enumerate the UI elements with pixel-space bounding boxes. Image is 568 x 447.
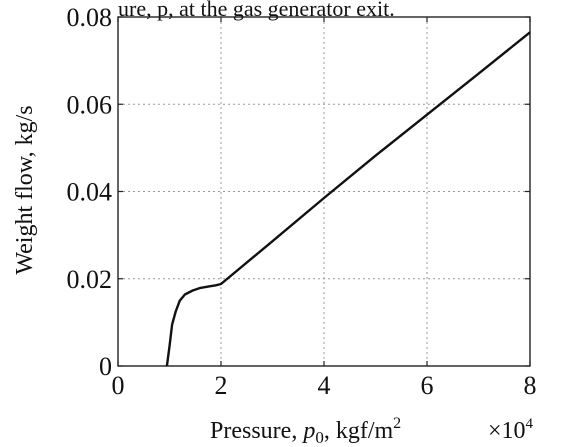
x-tick-label: 2 xyxy=(215,371,228,400)
x-axis-label-suffix: , kgf/m xyxy=(324,418,394,444)
x-axis-label-sub: 0 xyxy=(315,428,324,447)
y-tick-label: 0.02 xyxy=(67,265,113,294)
y-tick-label: 0.08 xyxy=(67,3,113,32)
x-tick-labels: 0 2 4 6 8 xyxy=(112,371,537,400)
axis-ticks xyxy=(117,16,531,367)
x-tick-label: 4 xyxy=(318,371,331,400)
y-tick-labels: 0 0.02 0.04 0.06 0.08 xyxy=(67,3,113,381)
grid xyxy=(118,17,530,366)
x-axis-multiplier-base: ×10 xyxy=(488,418,526,444)
y-axis-label: Weight flow, kg/s xyxy=(12,105,38,274)
x-axis-label: Pressure, p0, kgf/m2 xyxy=(210,415,401,447)
x-tick-label: 0 xyxy=(112,371,125,400)
x-tick-label: 8 xyxy=(524,371,537,400)
x-tick-label: 6 xyxy=(421,371,434,400)
y-tick-label: 0.04 xyxy=(67,178,113,207)
y-tick-label: 0.06 xyxy=(67,90,113,119)
x-axis-label-sup: 2 xyxy=(393,415,401,432)
y-tick-label: 0 xyxy=(99,352,112,381)
weight-flow-line xyxy=(165,31,531,367)
x-axis-multiplier: ×104 xyxy=(488,416,534,444)
x-axis-multiplier-exp: 4 xyxy=(526,416,534,432)
x-axis-label-var: p xyxy=(301,418,315,444)
x-axis-label-prefix: Pressure, xyxy=(210,418,303,444)
header-fragment: ure, p, at the gas generator exit. xyxy=(118,0,395,21)
